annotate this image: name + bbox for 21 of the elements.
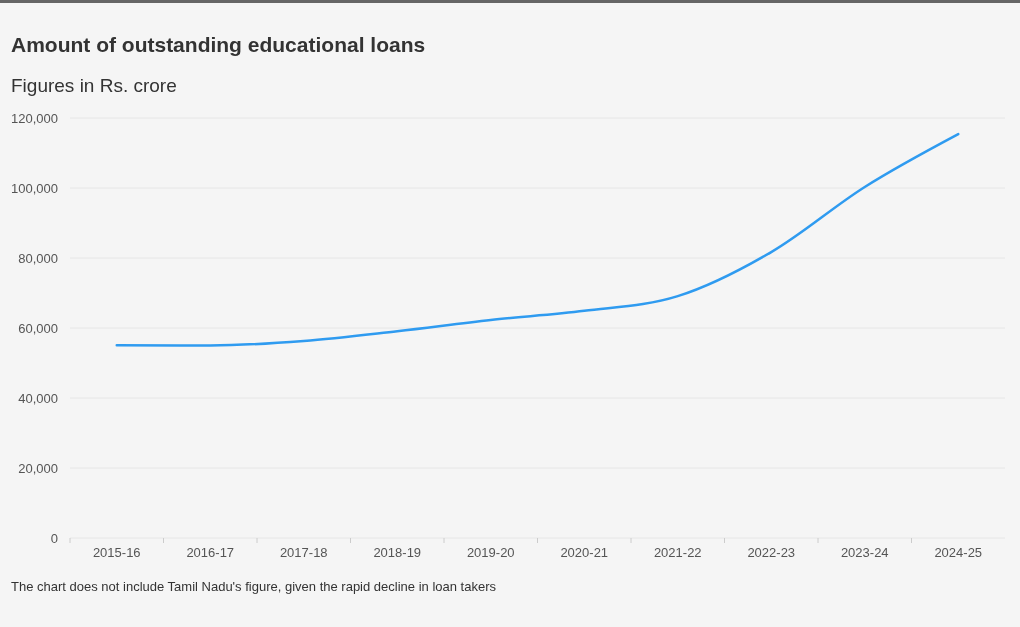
y-tick-label: 80,000 — [18, 250, 58, 266]
y-tick-label: 40,000 — [18, 390, 58, 406]
x-tick-label: 2017-18 — [279, 545, 328, 560]
line-series — [115, 132, 960, 347]
x-tick-label: 2024-25 — [934, 545, 983, 560]
y-tick-label: 0 — [50, 530, 58, 546]
x-tick-label: 2023-24 — [840, 545, 889, 560]
x-tick-label: 2022-23 — [747, 545, 796, 560]
y-tick-label: 20,000 — [18, 460, 58, 476]
text: The chart does not include Tamil Nadu's figure, given the rapid decline in loan takers — [11, 579, 497, 594]
x-tick-label: 2019-20 — [466, 545, 515, 560]
y-tick-label: 120,000 — [11, 110, 58, 126]
x-tick-label: 2020-21 — [560, 545, 609, 560]
chart-subtitle: Figures in Rs. crore — [11, 75, 177, 96]
y-tick-label: 100,000 — [11, 180, 58, 196]
x-tick-label: 2018-19 — [373, 545, 422, 560]
y-tick-label: 60,000 — [18, 320, 58, 336]
chart-title: Amount of outstanding educational loans — [11, 33, 426, 56]
x-tick-label: 2016-17 — [186, 545, 235, 560]
x-tick-label: 2021-22 — [653, 545, 702, 560]
x-tick-label: 2015-16 — [92, 545, 141, 560]
